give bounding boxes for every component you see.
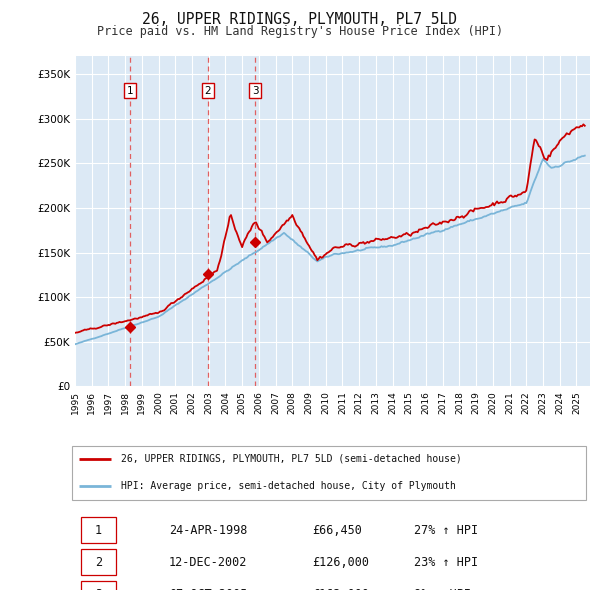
Text: Price paid vs. HM Land Registry's House Price Index (HPI): Price paid vs. HM Land Registry's House … xyxy=(97,25,503,38)
Text: 23% ↑ HPI: 23% ↑ HPI xyxy=(414,556,478,569)
FancyBboxPatch shape xyxy=(71,445,586,500)
Text: 07-OCT-2005: 07-OCT-2005 xyxy=(169,588,247,590)
Text: 24-APR-1998: 24-APR-1998 xyxy=(169,523,247,536)
Text: 3: 3 xyxy=(95,588,102,590)
Text: 3: 3 xyxy=(252,86,259,96)
Text: 1: 1 xyxy=(127,86,134,96)
FancyBboxPatch shape xyxy=(81,581,116,590)
Text: £162,000: £162,000 xyxy=(313,588,370,590)
FancyBboxPatch shape xyxy=(81,549,116,575)
Text: 12-DEC-2002: 12-DEC-2002 xyxy=(169,556,247,569)
Text: 2: 2 xyxy=(205,86,211,96)
Text: 26, UPPER RIDINGS, PLYMOUTH, PL7 5LD (semi-detached house): 26, UPPER RIDINGS, PLYMOUTH, PL7 5LD (se… xyxy=(121,454,462,464)
Text: 26, UPPER RIDINGS, PLYMOUTH, PL7 5LD: 26, UPPER RIDINGS, PLYMOUTH, PL7 5LD xyxy=(143,12,458,27)
Text: HPI: Average price, semi-detached house, City of Plymouth: HPI: Average price, semi-detached house,… xyxy=(121,481,456,491)
Text: 1: 1 xyxy=(95,523,102,536)
Text: £66,450: £66,450 xyxy=(313,523,362,536)
FancyBboxPatch shape xyxy=(81,517,116,543)
Text: 27% ↑ HPI: 27% ↑ HPI xyxy=(414,523,478,536)
Text: 2: 2 xyxy=(95,556,102,569)
Text: 8% ↑ HPI: 8% ↑ HPI xyxy=(414,588,471,590)
Text: £126,000: £126,000 xyxy=(313,556,370,569)
